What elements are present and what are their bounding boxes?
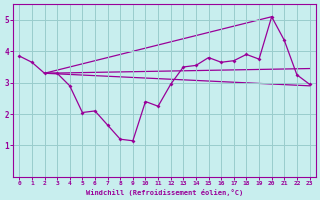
- X-axis label: Windchill (Refroidissement éolien,°C): Windchill (Refroidissement éolien,°C): [86, 189, 243, 196]
